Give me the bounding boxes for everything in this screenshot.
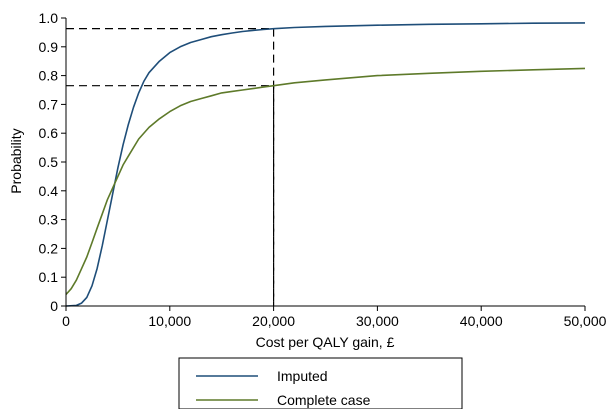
y-tick-label: 1.0 <box>39 10 59 26</box>
x-tick-label: 50,000 <box>564 313 607 329</box>
y-tick-label: 0.4 <box>39 183 59 199</box>
legend: Imputed Complete case <box>178 357 463 410</box>
reference-lines <box>66 28 275 306</box>
legend-label-complete-case: Complete case <box>277 392 371 408</box>
y-tick-label: 0.5 <box>39 154 59 170</box>
y-tick-label: 0.6 <box>39 125 59 141</box>
y-tick-label: 0 <box>50 298 58 314</box>
series-line-imputed <box>65 22 586 307</box>
y-tick-label: 0.9 <box>39 39 59 55</box>
series-line-complete-case <box>65 67 586 296</box>
x-axis-title: Cost per QALY gain, £ <box>256 334 395 350</box>
y-tick-label: 0.2 <box>39 240 59 256</box>
series-lines <box>65 22 586 307</box>
x-tick-label: 40,000 <box>460 313 503 329</box>
y-tick-label: 0.8 <box>39 68 59 84</box>
x-tick-label: 0 <box>62 313 70 329</box>
y-tick-label: 0.1 <box>39 269 59 285</box>
axes <box>65 18 585 307</box>
y-axis-title: Probability <box>8 128 24 193</box>
x-ticks: 0 10,000 20,000 30,000 40,000 50,000 <box>62 306 607 329</box>
legend-label-imputed: Imputed <box>277 368 328 384</box>
x-tick-label: 10,000 <box>148 313 191 329</box>
x-tick-label: 20,000 <box>252 313 295 329</box>
plot-area: 0 10,000 20,000 30,000 40,000 50,000 00.10.20… <box>39 10 607 329</box>
y-tick-label: 0.3 <box>39 212 59 228</box>
y-tick-label: 0.7 <box>39 96 59 112</box>
y-ticks: 0 0.1 0.2 0.3 0.4 0.5 0.6 0.7 0.8 0.9 1.0 <box>39 10 66 314</box>
x-tick-label: 30,000 <box>356 313 399 329</box>
